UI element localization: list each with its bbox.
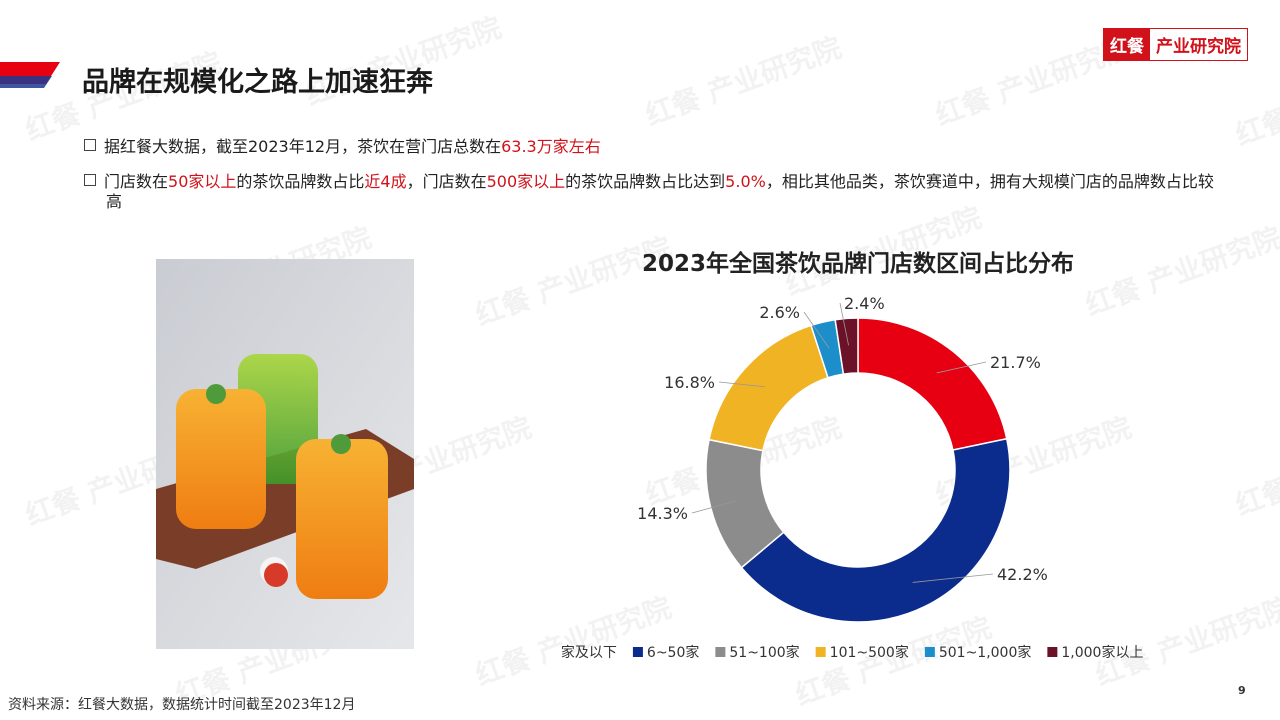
accent-blue (0, 76, 52, 88)
legend-label: 101~500家 (830, 644, 909, 661)
chart-title: 2023年全国茶饮品牌门店数区间占比分布 (642, 250, 1074, 277)
page-number: 9 (1238, 684, 1246, 697)
watermark: 红餐 产业研究院 (641, 30, 846, 133)
data-label: 21.7% (990, 353, 1041, 372)
bullet-text: 的茶饮品牌数占比达到 (565, 172, 726, 191)
legend-label: 6~50家 (647, 644, 699, 661)
highlight-text: 近4成 (364, 172, 407, 191)
bullet-marker (84, 174, 96, 186)
legend-label: 501~1,000家 (939, 644, 1032, 661)
source: 资料来源：红餐大数据，数据统计时间截至2023年12月 (8, 697, 356, 713)
legend-label: 5家及以下 (560, 644, 617, 661)
highlight-text: 5.0% (725, 172, 766, 191)
slide-title: 品牌在规模化之路上加速狂奔 (82, 67, 433, 98)
photo (156, 259, 414, 649)
bullet: 据红餐大数据，截至2023年12月，茶饮在营门店总数在63.3万家左右 (84, 137, 1204, 157)
legend-swatch (632, 647, 643, 657)
donut-slice (740, 437, 1011, 623)
highlight-text: 63.3万家左右 (501, 137, 601, 156)
legend-swatch (1047, 647, 1058, 657)
leader-line (691, 500, 737, 514)
donut-slice (857, 317, 1008, 451)
data-label: 2.4% (844, 294, 885, 313)
donut-slice (708, 324, 829, 452)
legend-swatch (924, 647, 935, 657)
legend-swatch (815, 647, 826, 657)
bullet-text: 据红餐大数据，截至2023年12月，茶饮在营门店总数在 (104, 137, 502, 156)
legend-label: 1,000家以上 (1061, 644, 1143, 661)
data-label: 14.3% (637, 504, 688, 523)
chart: 2023年全国茶饮品牌门店数区间占比分布 21.7% 42.2% 14.3% 16.8… (560, 250, 1143, 661)
cup (176, 389, 266, 529)
watermark: 红餐 产业研究院 (1231, 51, 1280, 153)
cup (296, 439, 388, 599)
leader-line (803, 311, 830, 349)
watermark: 红餐 产业研究院 (1231, 421, 1280, 523)
leader-line (936, 361, 987, 374)
bullet-text: ，相比其他品类，茶饮赛道中，拥有大规模门店的品牌数占比较高 (106, 172, 1214, 211)
bullet-text: ，门店数在 (406, 172, 487, 191)
logo-right: 产业研究院 (1156, 37, 1241, 57)
bullet: 门店数在50家以上的茶饮品牌数占比近4成，门店数在500家以上的茶饮品牌数占比达… (84, 172, 1226, 212)
bullet-marker (84, 139, 96, 151)
header-accent (0, 62, 60, 88)
berry (264, 563, 288, 587)
leader-line (839, 302, 849, 346)
donut-slice (834, 317, 859, 375)
mint (206, 384, 226, 404)
mint (331, 434, 351, 454)
data-label: 2.6% (759, 303, 800, 322)
legend-label: 51~100家 (729, 644, 799, 661)
highlight-text: 500家以上 (486, 172, 566, 191)
leader-line (718, 381, 765, 388)
bullet-text: 的茶饮品牌数占比 (236, 172, 365, 191)
leader-line (912, 573, 994, 583)
data-label: 16.8% (664, 373, 715, 392)
legend-swatch (715, 647, 726, 657)
logo-left: 红餐 (1104, 29, 1150, 60)
data-label: 42.2% (997, 565, 1048, 584)
logo: 红餐 产业研究院 (1103, 28, 1248, 61)
bullet-text: 门店数在 (104, 172, 169, 191)
highlight-text: 50家以上 (168, 172, 237, 191)
